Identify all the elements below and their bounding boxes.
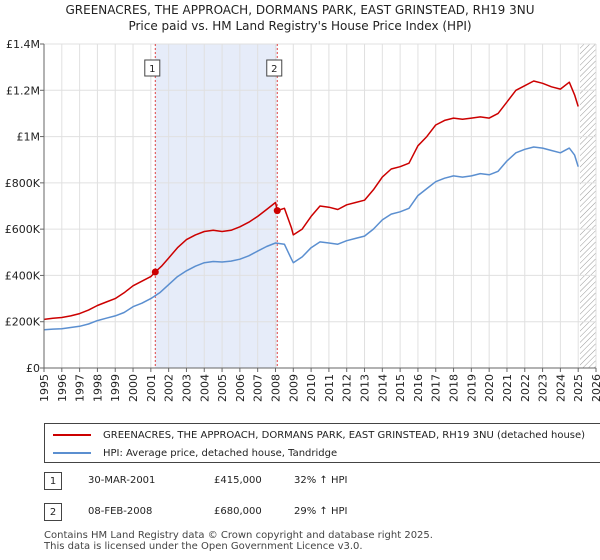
x-tick-label: 2000	[127, 374, 140, 402]
x-tick-label: 2018	[448, 374, 461, 402]
footer-licence: This data is licensed under the Open Gov…	[44, 541, 363, 552]
y-tick-label: £800K	[5, 177, 41, 190]
x-tick-label: 2024	[554, 374, 567, 402]
x-tick-label: 2011	[323, 374, 336, 402]
x-tick-label: 2020	[483, 374, 496, 402]
series-group	[44, 80, 579, 331]
sale-point	[151, 268, 159, 276]
sale-marker-label: 1	[149, 64, 155, 75]
x-tick-label: 2015	[394, 374, 407, 402]
x-tick-label: 2022	[519, 374, 532, 402]
x-tick-label: 1996	[56, 374, 69, 402]
x-tick-label: 2012	[341, 374, 354, 402]
sale-marker-box	[144, 59, 161, 77]
x-tick-label: 2002	[163, 374, 176, 402]
y-tick-label: £1M	[17, 131, 41, 144]
x-tick-label: 1999	[109, 374, 122, 402]
x-tick-label: 2017	[430, 374, 443, 402]
footer-copyright: Contains HM Land Registry data © Crown c…	[44, 530, 433, 541]
legend: GREENACRES, THE APPROACH, DORMANS PARK, …	[44, 423, 600, 463]
x-tick-label: 2025	[572, 374, 585, 402]
sale-point	[273, 207, 281, 215]
y-tick-label: £600K	[5, 223, 41, 236]
y-tick-label: £400K	[5, 269, 41, 282]
y-tick-label: £200K	[5, 316, 41, 329]
sale-number-badge: 2	[44, 503, 62, 521]
x-tick-label: 2014	[376, 374, 389, 402]
x-tick-label: 2003	[180, 374, 193, 402]
sale-price: £415,000	[214, 475, 262, 486]
future-hatch-region	[579, 44, 596, 368]
x-tick-label: 2008	[269, 374, 282, 402]
y-tick-label: £0	[26, 362, 40, 375]
chart-subtitle: Price paid vs. HM Land Registry's House …	[128, 19, 472, 33]
x-tick-label: 2019	[465, 374, 478, 402]
x-tick-label: 2023	[537, 374, 550, 402]
sale-marker-label: 2	[271, 64, 277, 75]
sale-marker-box	[266, 59, 283, 77]
hpi-line	[44, 146, 579, 331]
x-tick-label: 1995	[38, 374, 51, 402]
sale-price: £680,000	[214, 506, 262, 517]
legend-swatch-property	[53, 434, 91, 436]
sale-number-badge: 1	[44, 472, 62, 490]
x-tick-label: 2006	[234, 374, 247, 402]
price-chart: 1 2 £0 £200K £400K £600K £800K £1M £1.2M £1.4M 199…	[5, 38, 600, 402]
x-tick-label: 2009	[287, 374, 300, 402]
x-tick-label: 1997	[74, 374, 87, 402]
x-tick-label: 2026	[590, 374, 600, 402]
sale-date: 30-MAR-2001	[88, 475, 156, 486]
sale-row: 2 08-FEB-2008 £680,000 29% ↑ HPI	[44, 503, 600, 523]
x-tick-label: 1998	[91, 374, 104, 402]
legend-swatch-hpi	[53, 452, 91, 454]
x-tick-label: 2004	[198, 374, 211, 402]
footer: Contains HM Land Registry data © Crown c…	[44, 530, 433, 552]
legend-item-hpi: HPI: Average price, detached house, Tand…	[53, 445, 337, 461]
y-tick-label: £1.4M	[6, 38, 40, 51]
x-tick-label: 2010	[305, 374, 318, 402]
x-tick-label: 2001	[145, 374, 158, 402]
sale-hpi-change: 32% ↑ HPI	[294, 475, 348, 486]
y-tick-label: £1.2M	[6, 84, 40, 97]
legend-label-hpi: HPI: Average price, detached house, Tand…	[103, 447, 338, 459]
property-price-line	[44, 80, 579, 321]
x-tick-label: 2007	[252, 374, 265, 402]
sale-date: 08-FEB-2008	[88, 506, 153, 517]
x-tick-label: 2021	[501, 374, 514, 402]
x-tick-label: 2016	[412, 374, 425, 402]
x-tick-label: 2013	[359, 374, 372, 402]
sale-row: 1 30-MAR-2001 £415,000 32% ↑ HPI	[44, 472, 600, 492]
legend-item-property: GREENACRES, THE APPROACH, DORMANS PARK, …	[53, 427, 585, 443]
chart-title: GREENACRES, THE APPROACH, DORMANS PARK, …	[65, 3, 535, 17]
sale-hpi-change: 29% ↑ HPI	[294, 506, 348, 517]
legend-label-property: GREENACRES, THE APPROACH, DORMANS PARK, …	[103, 429, 586, 441]
x-tick-label: 2005	[216, 374, 229, 402]
shaded-ownership-period	[155, 44, 278, 368]
